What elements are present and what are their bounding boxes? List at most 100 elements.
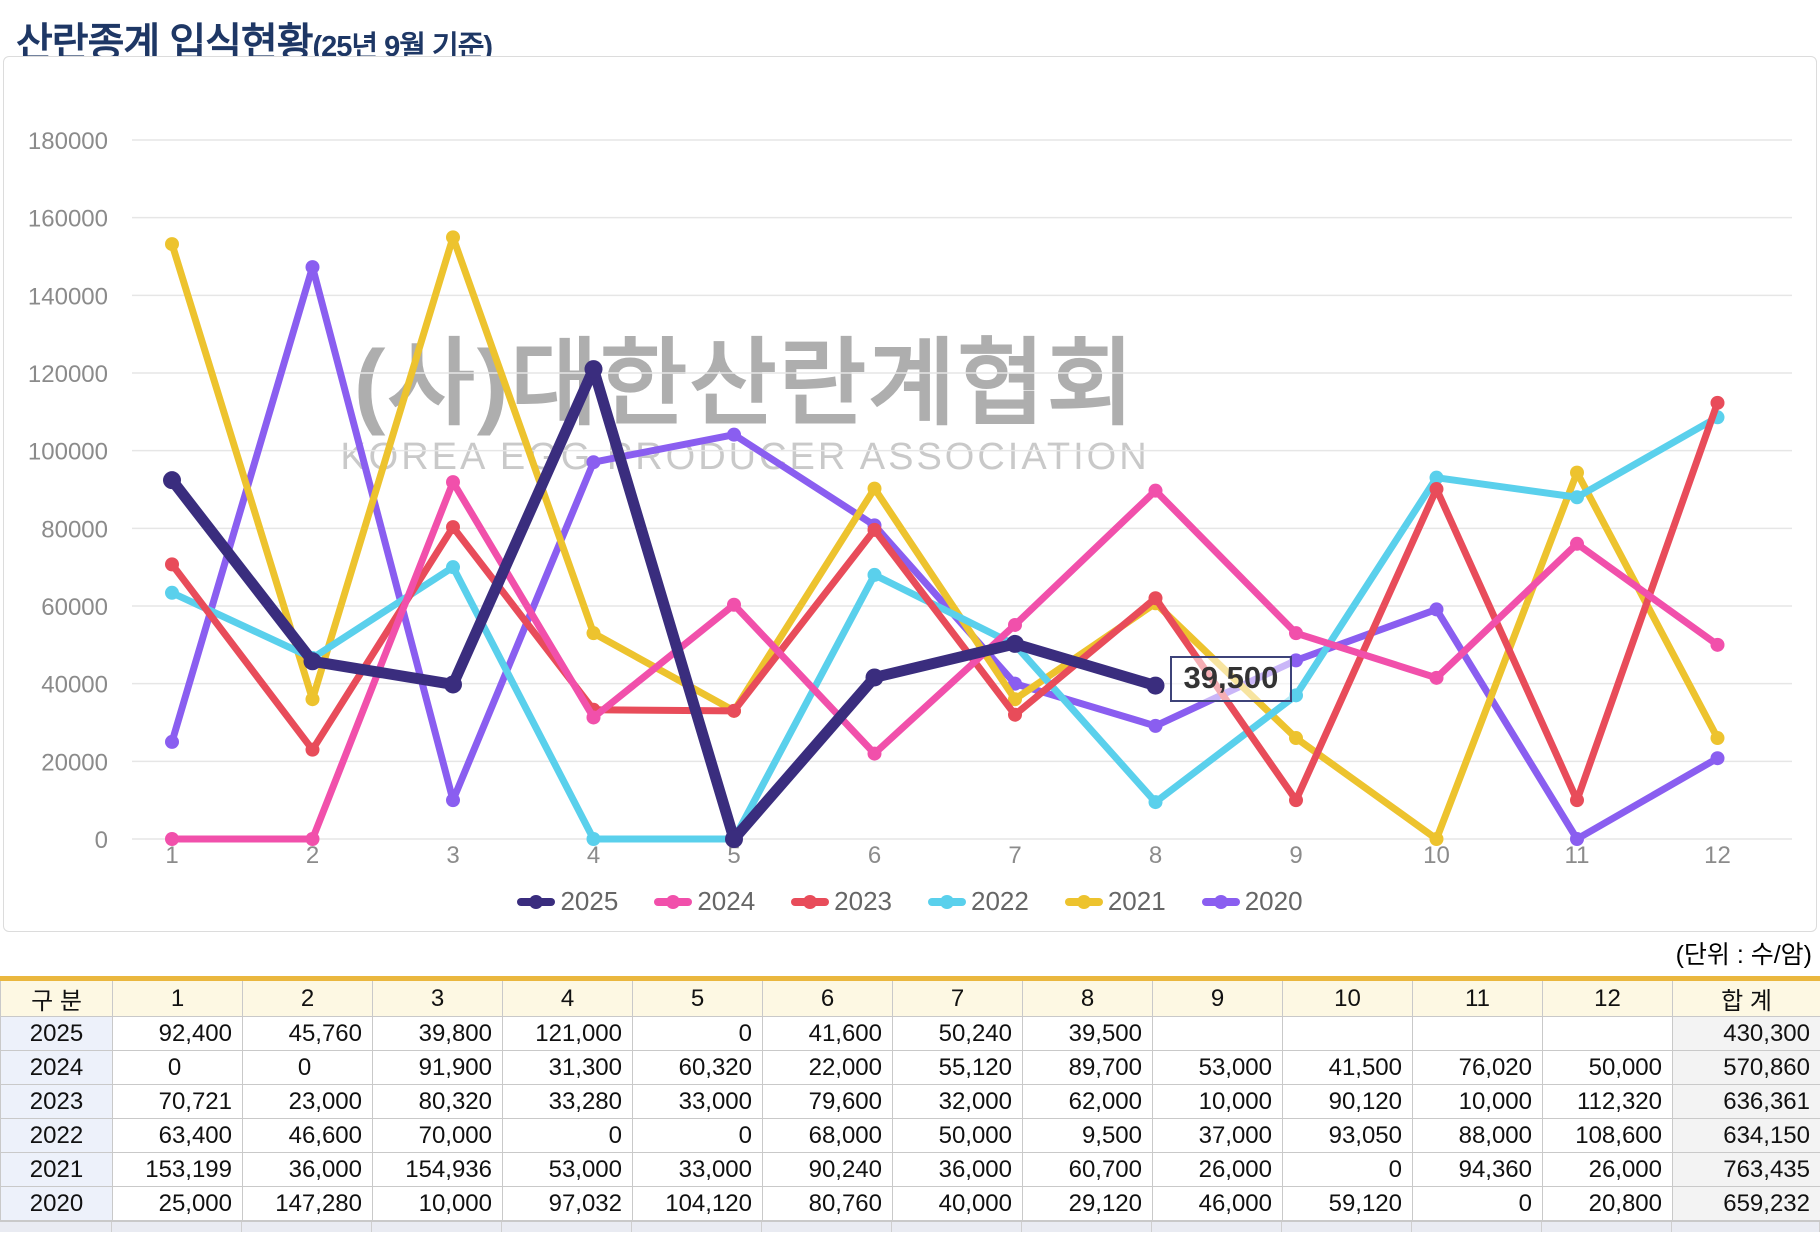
value-cell: 80,760 [762,1186,893,1221]
value-cell: 92,400 [112,1016,243,1051]
data-point-2023-m8[interactable] [1148,591,1163,606]
legend-item-2021[interactable]: 2021 [1064,886,1166,917]
legend-item-2022[interactable]: 2022 [928,886,1029,917]
data-point-2022-m4[interactable] [586,832,601,846]
legend-marker-icon [1064,893,1103,911]
series-line-2023 [168,399,1721,804]
value-cell: 80,320 [372,1084,503,1119]
cutoff-cell [762,1222,892,1232]
data-point-2020-m4[interactable] [586,455,601,470]
data-point-2025-m5[interactable] [725,830,743,848]
data-label-callout: 39,500 [1169,655,1293,702]
data-point-2024-m3[interactable] [446,475,460,490]
data-point-2024-m5[interactable] [727,597,741,612]
legend-item-2023[interactable]: 2023 [791,886,892,917]
cutoff-cell [112,1222,242,1232]
data-point-2020-m8[interactable] [1148,718,1163,733]
value-cell: 39,500 [1022,1016,1153,1051]
data-point-2025-m8[interactable] [1146,676,1165,695]
data-point-2024-m11[interactable] [1570,536,1584,551]
y-axis-tick-label: 100000 [28,439,108,466]
data-point-2024-m7[interactable] [1008,617,1022,632]
value-cell: 0 [242,1050,373,1085]
data-point-2021-m1[interactable] [165,237,179,252]
value-cell: 23,000 [242,1084,373,1119]
legend-label: 2022 [971,886,1029,916]
column-header: 1 [112,978,243,1017]
cutoff-cell [372,1222,502,1232]
data-point-2023-m11[interactable] [1570,793,1584,808]
column-header: 6 [762,978,893,1017]
data-point-2024-m6[interactable] [867,746,882,761]
data-point-2024-m10[interactable] [1429,670,1444,685]
data-point-2021-m4[interactable] [586,626,601,641]
data-point-2023-m6[interactable] [867,522,882,537]
data-point-2023-m3[interactable] [446,520,460,535]
value-cell: 41,600 [762,1016,893,1051]
data-point-2021-m6[interactable] [867,481,882,496]
data-point-2021-m7[interactable] [1008,692,1022,707]
data-point-2024-m2[interactable] [305,832,320,846]
value-cell: 79,600 [762,1084,893,1119]
table-row-2020: 2020 25,000 147,280 10,000 97,032 104,120 80,7… [0,1186,1820,1221]
data-point-2024-m8[interactable] [1148,483,1163,498]
data-point-2020-m2[interactable] [305,260,320,275]
data-point-2020-m5[interactable] [727,427,741,442]
data-point-2023-m1[interactable] [165,557,179,572]
y-axis-tick-label: 140000 [28,283,108,310]
data-point-2025-m7[interactable] [1006,634,1024,653]
data-point-2020-m12[interactable] [1710,751,1725,766]
data-point-2025-m2[interactable] [303,652,322,671]
data-point-2021-m9[interactable] [1289,731,1303,746]
data-point-2025-m6[interactable] [865,668,884,687]
value-cell: 147,280 [242,1186,373,1221]
data-point-2022-m9[interactable] [1289,688,1303,703]
data-point-2025-m3[interactable] [444,675,462,694]
data-point-2023-m7[interactable] [1008,707,1022,722]
data-point-2020-m7[interactable] [1008,676,1022,691]
series-line-2020 [168,263,1721,843]
data-point-2023-m9[interactable] [1289,793,1303,808]
data-point-2023-m12[interactable] [1710,395,1725,410]
data-point-2022-m3[interactable] [446,560,460,575]
data-point-2021-m3[interactable] [446,230,460,245]
cutoff-cell [892,1222,1022,1232]
data-point-2023-m10[interactable] [1429,482,1444,497]
data-point-2021-m10[interactable] [1429,832,1444,846]
data-point-2022-m1[interactable] [165,585,179,600]
legend-item-2020[interactable]: 2020 [1201,886,1303,917]
value-cell: 50,000 [892,1118,1023,1153]
legend-item-2024[interactable]: 2024 [654,886,755,917]
data-point-2021-m12[interactable] [1710,731,1725,746]
page-title: 산란종계 입식현황(25년 9월 기준) [0,0,1820,65]
data-point-2022-m10[interactable] [1429,470,1444,485]
data-point-2024-m9[interactable] [1289,626,1303,641]
data-point-2024-m12[interactable] [1710,637,1725,652]
value-cell: 88,000 [1412,1118,1543,1153]
data-point-2022-m8[interactable] [1148,795,1163,810]
data-point-2025-m1[interactable] [163,471,181,490]
data-point-2022-m6[interactable] [867,567,882,582]
value-cell: 50,240 [892,1016,1023,1051]
data-point-2021-m11[interactable] [1570,465,1584,480]
data-point-2020-m3[interactable] [446,793,460,808]
data-point-2022-m11[interactable] [1570,490,1584,505]
data-point-2024-m1[interactable] [165,832,179,846]
chart-legend: 2025 2024 2023 2022 2021 2020 [4,886,1816,917]
table-row-2025: 2025 92,400 45,760 39,800 121,000 0 41,600 50,2… [0,1016,1820,1051]
column-header: 4 [502,978,633,1017]
data-point-2025-m4[interactable] [584,360,603,379]
legend-marker-icon [517,893,556,911]
data-point-2020-m11[interactable] [1570,832,1584,846]
y-axis-tick-label: 0 [95,827,108,854]
data-point-2023-m2[interactable] [305,742,320,757]
row-label: 2025 [0,1016,113,1051]
data-point-2021-m2[interactable] [305,692,320,707]
data-point-2020-m9[interactable] [1289,653,1303,668]
data-point-2023-m5[interactable] [727,703,741,718]
cutoff-cell [1542,1222,1672,1232]
data-point-2020-m10[interactable] [1429,602,1444,617]
data-point-2020-m1[interactable] [165,734,179,749]
data-point-2024-m4[interactable] [586,710,601,725]
legend-item-2025[interactable]: 2025 [517,886,618,917]
